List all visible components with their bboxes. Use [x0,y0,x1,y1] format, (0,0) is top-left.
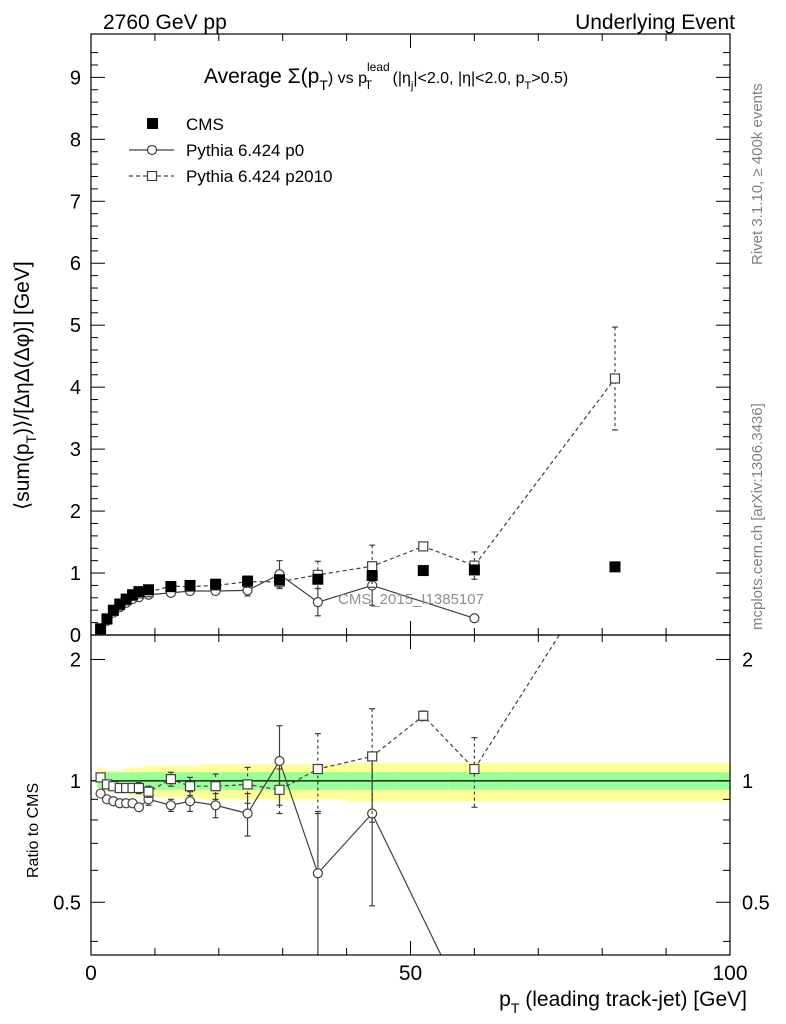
data-point [165,774,176,785]
data-point [184,781,196,792]
ratio-uncertainty-bands [97,762,730,802]
analysis-tag: CMS_2015_I1385107 [338,591,484,608]
legend-label-p0: Pythia 6.424 p0 [186,141,304,160]
data-point [312,763,323,775]
legend-marker-cms [147,118,158,129]
data-point [242,808,253,819]
legend: CMS Pythia 6.424 p0 Pythia 6.424 p2010 [129,115,333,186]
ratio-y-tick-label-right: 0.5 [742,892,770,914]
header-right: Underlying Event [575,11,735,34]
data-point [184,579,196,591]
data-point [469,613,480,624]
data-point [95,788,106,799]
data-point [210,781,221,792]
ratio-series [95,635,560,955]
series-1 [95,635,560,823]
side-label-bottom: mcplots.cern.ch [arXiv:1306.3436] [749,403,766,630]
data-point [367,751,378,762]
y-tick-label: 1 [70,563,81,585]
data-point [417,565,429,577]
data-point [114,598,126,610]
ratio-y-axis-label: Ratio to CMS [25,783,42,878]
ratio-y-tick-label-right: 2 [742,649,753,671]
main-y-tick-labels: 0 1 2 3 4 5 6 7 8 9 [70,67,81,647]
x-tick-labels: 0 50 100 [85,962,747,985]
y-tick-label: 6 [70,253,81,275]
data-point [367,561,378,572]
data-point [133,782,145,794]
data-point [274,755,285,767]
x-tick-label: 50 [399,962,422,985]
data-point [418,541,429,552]
data-point [468,564,480,576]
data-point [274,784,285,795]
data-point [312,597,323,608]
data-point [120,593,132,605]
ratio-y-tick-labels: 0.5 0.5 1 1 2 2 [53,649,770,914]
x-tick-label: 0 [85,962,97,985]
legend-label-cms: CMS [186,115,224,134]
y-tick-label: 0 [70,625,81,647]
main-y-axis-label: ⟨sum(pT)⟩/[ΔηΔ(Δφ)] [GeV] [11,261,39,510]
y-tick-label: 2 [70,501,81,523]
legend-marker-p2010 [146,170,158,182]
y-tick-label: 8 [70,129,81,151]
ratio-axis-ticks [90,635,731,955]
data-point [312,573,324,585]
data-point [95,623,107,635]
ratio-plot-frame [90,634,731,956]
data-point [101,613,113,625]
data-point [143,584,155,596]
main-title: Average Σ(pT) vs plead T (|ηj|<2.0, |η|<2… [204,60,568,93]
y-tick-label: 7 [70,191,81,213]
data-point [418,710,429,721]
legend-marker-p0 [146,144,158,156]
ratio-panel: 0.5 0.5 1 1 2 2 0 50 100 Ratio to CMS pT (leadi… [25,634,770,1016]
ratio-y-tick-label-right: 1 [742,771,753,793]
main-panel: 0 1 2 3 4 5 6 7 8 9 Average Σ(pT) vs plead T (|ηj|… [11,33,731,647]
data-point [165,800,176,811]
side-label-top: Rivet 3.1.10, ≥ 400k events [749,83,766,265]
data-point [242,779,253,790]
series-2 [95,561,621,635]
ratio-y-tick-label-left: 0.5 [53,892,81,914]
data-point [133,802,145,813]
data-point [274,574,286,586]
data-point [609,373,621,384]
data-point [366,570,378,582]
ratio-y-tick-label-left: 2 [70,649,81,671]
data-point [133,586,145,598]
data-point [242,575,254,587]
x-tick-label: 100 [712,962,747,985]
data-point [165,581,177,593]
y-tick-label: 4 [70,377,81,399]
ratio-y-tick-label-left: 1 [70,771,81,793]
x-axis-label: pT (leading track-jet) [GeV] [499,988,747,1016]
y-tick-label: 9 [70,67,81,89]
data-point [95,772,106,783]
header-left: 2760 GeV pp [103,11,227,34]
data-point [609,561,621,573]
data-point [127,589,139,601]
data-point [107,604,119,616]
main-series [95,326,621,635]
y-tick-label: 5 [70,315,81,337]
y-tick-label: 3 [70,439,81,461]
data-point [469,763,480,775]
data-point [184,796,196,807]
data-point [143,786,154,797]
legend-label-p2010: Pythia 6.424 p2010 [186,167,333,186]
data-point [210,578,222,590]
data-point [312,868,323,879]
data-point [210,800,221,811]
